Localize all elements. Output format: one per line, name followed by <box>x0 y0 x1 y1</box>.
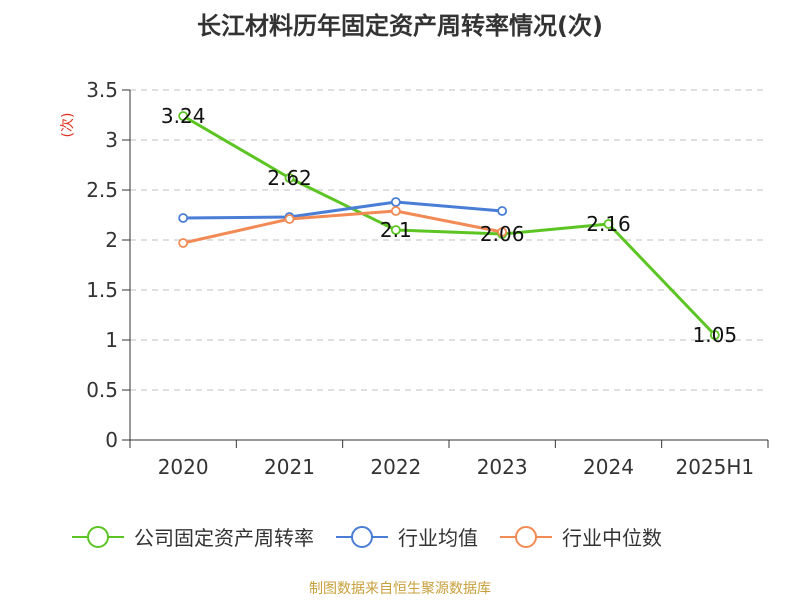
series-line <box>183 200 503 220</box>
data-point <box>178 213 189 223</box>
y-tick-label: 0 <box>105 428 118 452</box>
data-point <box>709 330 720 340</box>
data-point <box>497 206 508 216</box>
data-label: 3.24 <box>161 104 206 128</box>
legend-label: 行业中位数 <box>562 526 662 550</box>
data-label: 2.1 <box>380 218 412 242</box>
x-tick-label: 2025H1 <box>675 455 754 479</box>
data-label: 2.16 <box>586 212 631 236</box>
data-point <box>390 206 401 216</box>
data-point <box>284 173 295 183</box>
y-tick-label: 2.5 <box>86 178 118 202</box>
legend-marker <box>515 526 537 548</box>
source-note: 制图数据来自恒生聚源数据库 <box>309 581 491 597</box>
legend-label: 行业均值 <box>398 526 478 550</box>
data-point <box>284 214 295 224</box>
data-label: 1.05 <box>693 323 738 347</box>
legend-label: 公司固定资产周转率 <box>134 526 314 550</box>
chart-title: 长江材料历年固定资产周转率情况(次) <box>197 12 603 40</box>
data-point <box>603 219 614 229</box>
legend-marker <box>87 526 109 548</box>
series-line <box>182 114 716 337</box>
y-tick-label: 1.5 <box>86 278 118 302</box>
x-tick-label: 2021 <box>264 455 315 479</box>
legend: 公司固定资产周转率 行业均值 行业中位数 <box>72 526 662 550</box>
y-tick-label: 1 <box>105 328 118 352</box>
data-point <box>390 225 401 235</box>
series-lines <box>178 111 720 340</box>
x-tick-label: 2022 <box>370 455 421 479</box>
x-tick-label: 2024 <box>583 455 634 479</box>
y-tick-label: 0.5 <box>86 378 118 402</box>
data-point <box>178 111 189 121</box>
y-tick-label: 2 <box>105 228 118 252</box>
y-tick-label: 3 <box>105 128 118 152</box>
data-label: 2.62 <box>267 166 312 190</box>
data-point <box>178 238 189 248</box>
y-axis-unit: (次) <box>60 113 76 138</box>
series-line <box>182 209 503 245</box>
x-tick-label: 2020 <box>158 455 209 479</box>
data-label: 2.06 <box>480 222 525 246</box>
y-tick-label: 3.5 <box>86 78 118 102</box>
axes: 0 0.5 1 1.5 2 2.5 3 3.5 (次) 2020 2021 2022 2023 2024 2… <box>60 78 769 479</box>
data-labels: 3.24 2.62 2.1 2.06 2.16 1.05 <box>161 104 737 347</box>
data-point <box>497 227 508 237</box>
grid-lines <box>130 89 768 391</box>
x-tick-label: 2023 <box>477 455 528 479</box>
data-point <box>390 197 401 207</box>
legend-marker <box>351 526 373 548</box>
